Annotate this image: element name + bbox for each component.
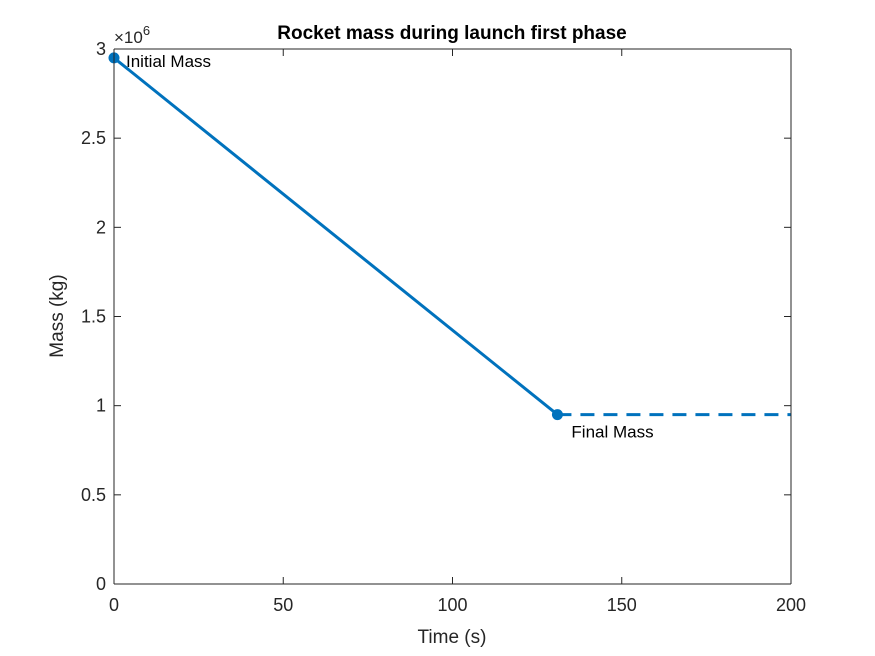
ticks-layer: 0 50 100 150 200 0 0.5 1 1.5 2 2.5 3 — [81, 39, 806, 615]
x-tick-label: 100 — [437, 595, 467, 615]
x-axis-title: Time (s) — [418, 627, 487, 648]
x-tick-label: 0 — [109, 595, 119, 615]
annotation-layer: Initial Mass Final Mass — [126, 52, 654, 442]
y-tick-label: 2.5 — [81, 128, 106, 148]
x-tick-label: 200 — [776, 595, 806, 615]
y-exponent-power: 6 — [143, 23, 150, 38]
data-point-marker — [551, 409, 563, 421]
y-tick-label: 0.5 — [81, 485, 106, 505]
y-exponent-base: ×10 — [114, 28, 143, 47]
x-tick-label: 50 — [273, 595, 293, 615]
series-layer — [108, 52, 791, 421]
plot-area — [114, 49, 791, 584]
y-tick-label: 1.5 — [81, 307, 106, 327]
y-tick-label: 0 — [96, 574, 106, 594]
y-tick-label: 1 — [96, 396, 106, 416]
y-axis-title: Mass (kg) — [47, 274, 68, 357]
y-exponent-label: ×106 — [114, 23, 150, 47]
y-tick-label: 3 — [96, 39, 106, 59]
x-tick-label: 150 — [607, 595, 637, 615]
series-line-solid — [113, 56, 559, 416]
annotation-initial-mass: Initial Mass — [126, 52, 211, 71]
y-tick-label: 2 — [96, 217, 106, 237]
svg-text:×106: ×106 — [114, 23, 150, 47]
chart-title: Rocket mass during launch first phase — [277, 23, 626, 44]
annotation-final-mass: Final Mass — [571, 423, 653, 442]
